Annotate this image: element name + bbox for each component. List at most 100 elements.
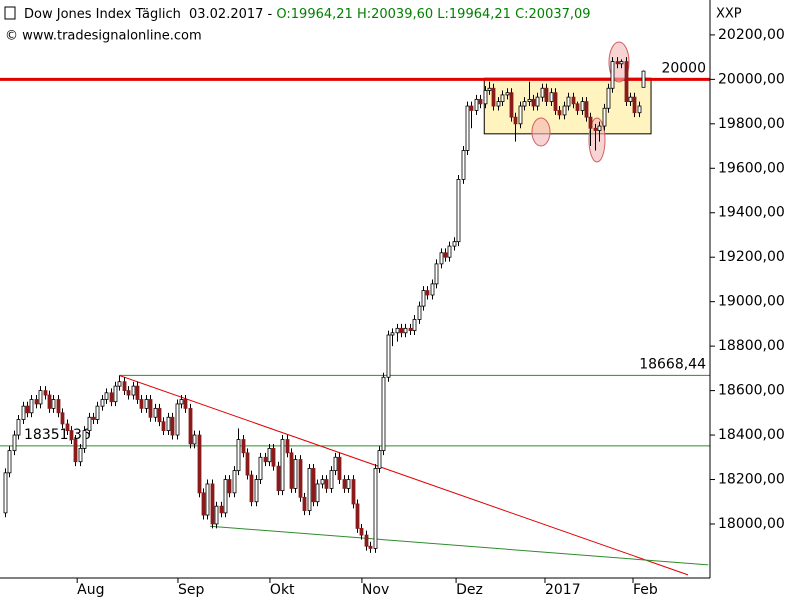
candle-body — [566, 96, 571, 107]
y-tick-label: 19000,00 — [718, 294, 785, 310]
candle-body — [430, 283, 435, 296]
header-date: 03.02.2017 - — [189, 7, 273, 22]
candle-body — [597, 125, 602, 131]
candle-body — [557, 110, 562, 116]
candle-body — [3, 472, 8, 514]
candle-body — [351, 479, 356, 505]
candle-body — [606, 87, 611, 109]
candle-body — [87, 416, 92, 432]
candle-body — [201, 492, 206, 516]
trendline — [119, 375, 689, 576]
candle-body — [527, 98, 532, 102]
candle-body — [258, 456, 263, 480]
candle-body — [500, 94, 505, 102]
candle-body — [153, 407, 158, 418]
candle-body — [192, 434, 197, 445]
candle-body — [139, 399, 144, 409]
candle-body — [267, 447, 272, 463]
candle-body — [381, 376, 386, 452]
candle-body — [474, 98, 479, 111]
candle-body — [245, 452, 250, 476]
y-tick-label: 20000,00 — [718, 71, 785, 87]
candle-body — [254, 479, 259, 503]
level-label: 20000 — [661, 60, 706, 76]
candle-body — [531, 98, 536, 107]
candle-body — [399, 327, 404, 334]
candle-body — [302, 496, 307, 512]
candle-body — [513, 116, 518, 125]
candle-body — [395, 327, 400, 334]
candle-body — [619, 61, 624, 65]
candle-body — [417, 305, 422, 320]
candle-body — [100, 399, 105, 407]
candle-body — [271, 447, 276, 467]
candle-body — [580, 101, 585, 111]
y-tick-label: 20200,00 — [718, 27, 785, 43]
candle-body — [175, 403, 180, 436]
candle-body — [333, 456, 338, 472]
candle-body — [315, 483, 320, 503]
candle-body — [82, 430, 87, 449]
candle-body — [109, 392, 114, 403]
candle-body — [16, 419, 21, 436]
candle-body — [575, 103, 580, 111]
candle-body — [452, 241, 457, 247]
candle-body — [377, 450, 382, 469]
candle-body — [69, 430, 74, 440]
x-tick-label: Feb — [633, 582, 658, 598]
highlight — [531, 117, 551, 147]
candle-body — [78, 447, 83, 463]
source: © www.tradesignalonline.com — [5, 29, 202, 44]
candle-body — [632, 96, 637, 114]
candle-body — [197, 434, 202, 494]
candle-body — [144, 399, 149, 409]
candle-body — [47, 394, 52, 409]
candle-body — [91, 416, 96, 420]
candle-body — [95, 405, 100, 420]
candle-body — [421, 290, 426, 307]
header-title: Dow Jones Index Täglich — [24, 7, 181, 22]
symbol: XXP — [716, 7, 742, 22]
candle-body — [205, 483, 210, 516]
candle-body — [227, 479, 232, 494]
y-tick-label: 18000,00 — [718, 516, 785, 532]
candle-body — [465, 105, 470, 151]
candle-body — [540, 87, 545, 98]
axes: 18000,00 18200,00 18400,00 18600,00 18800,00… — [0, 0, 785, 598]
candle-body — [584, 101, 589, 118]
x-tick-label: Okt — [270, 582, 295, 598]
candle-body — [615, 61, 620, 65]
header-low: L:19964,21 — [437, 7, 511, 22]
candle-body — [637, 105, 642, 114]
candle-body — [469, 105, 474, 111]
candle-body — [34, 399, 39, 405]
candle-body — [628, 96, 633, 102]
candle-body — [342, 479, 347, 489]
candle-body — [610, 61, 615, 89]
candle-body — [293, 459, 298, 489]
candle-body — [562, 105, 567, 116]
candle-body — [373, 468, 378, 549]
candle-body — [505, 92, 510, 96]
header-close: C:20037,09 — [515, 7, 591, 22]
candle-body — [478, 98, 483, 105]
candle-body — [425, 290, 430, 296]
candle-body — [443, 252, 448, 258]
candle-body — [483, 90, 488, 105]
candle-body — [624, 61, 629, 102]
candle-body — [51, 399, 56, 409]
candle-body — [276, 465, 281, 492]
candle-body — [439, 252, 444, 265]
candle-body — [447, 245, 452, 258]
candle-body — [549, 92, 554, 102]
candle-body — [456, 179, 461, 243]
y-tick-label: 18800,00 — [718, 338, 785, 354]
candle-body — [166, 416, 171, 432]
candle-body — [412, 319, 417, 331]
candle-body — [21, 405, 26, 420]
candle-body — [60, 412, 65, 425]
y-tick-label: 19400,00 — [718, 205, 785, 221]
x-tick-label: 2017 — [545, 582, 581, 598]
candle-body — [263, 456, 268, 463]
